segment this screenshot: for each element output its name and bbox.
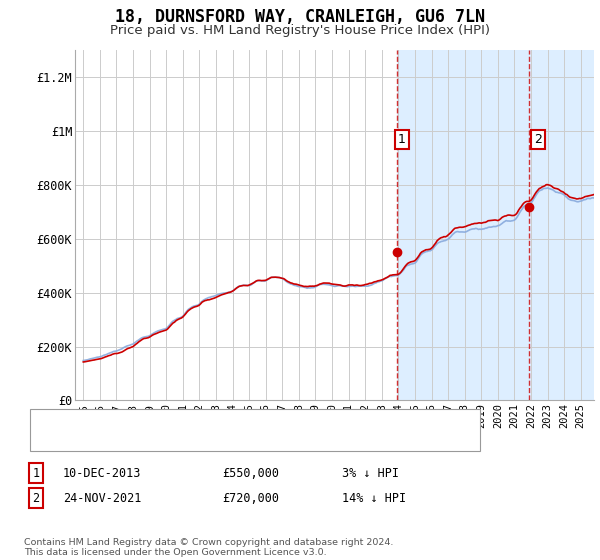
Text: 2: 2 xyxy=(533,133,542,146)
Text: 2: 2 xyxy=(32,492,40,505)
Text: Price paid vs. HM Land Registry's House Price Index (HPI): Price paid vs. HM Land Registry's House … xyxy=(110,24,490,36)
Bar xyxy=(577,50,594,400)
Text: £550,000: £550,000 xyxy=(222,466,279,480)
Text: 14% ↓ HPI: 14% ↓ HPI xyxy=(342,492,406,505)
Text: 3% ↓ HPI: 3% ↓ HPI xyxy=(342,466,399,480)
Bar xyxy=(397,50,594,400)
Text: 24-NOV-2021: 24-NOV-2021 xyxy=(63,492,142,505)
Text: £720,000: £720,000 xyxy=(222,492,279,505)
Text: 1: 1 xyxy=(32,466,40,480)
Text: 1: 1 xyxy=(398,133,406,146)
Text: Contains HM Land Registry data © Crown copyright and database right 2024.
This d: Contains HM Land Registry data © Crown c… xyxy=(24,538,394,557)
Text: HPI: Average price, detached house, Waverley: HPI: Average price, detached house, Wave… xyxy=(78,434,336,444)
Text: 18, DURNSFORD WAY, CRANLEIGH, GU6 7LN (detached house): 18, DURNSFORD WAY, CRANLEIGH, GU6 7LN (d… xyxy=(78,416,427,426)
Text: 10-DEC-2013: 10-DEC-2013 xyxy=(63,466,142,480)
Text: 18, DURNSFORD WAY, CRANLEIGH, GU6 7LN: 18, DURNSFORD WAY, CRANLEIGH, GU6 7LN xyxy=(115,8,485,26)
